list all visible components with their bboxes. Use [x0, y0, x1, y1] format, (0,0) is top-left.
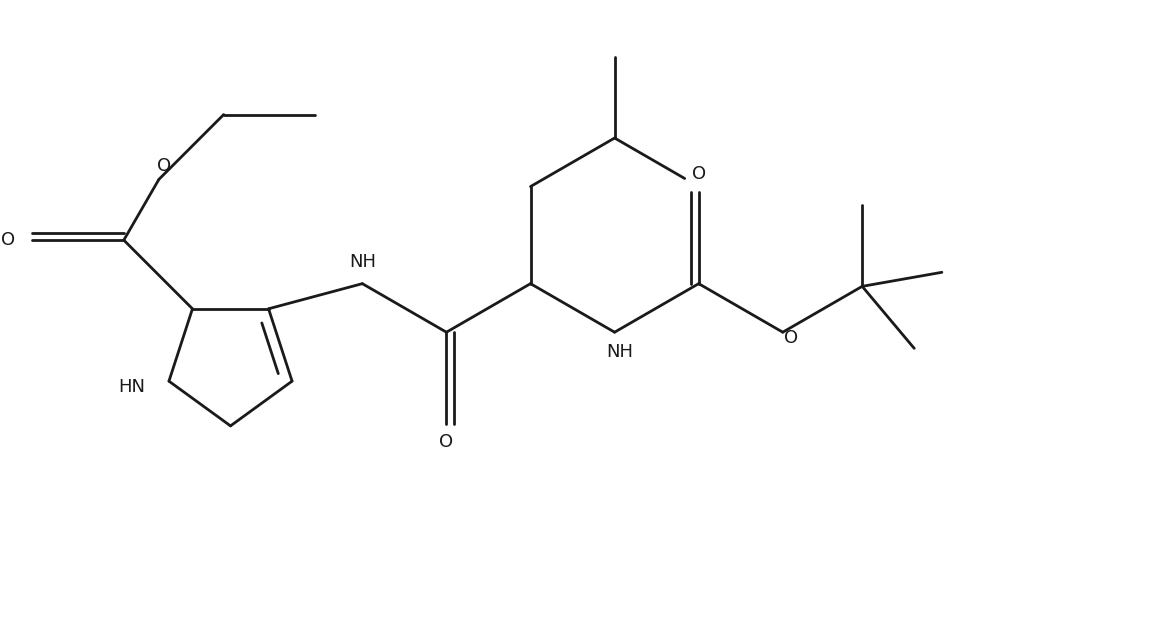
Text: O: O: [1, 231, 15, 249]
Text: NH: NH: [606, 343, 634, 361]
Text: O: O: [158, 158, 172, 176]
Text: O: O: [439, 433, 453, 452]
Text: O: O: [692, 165, 706, 183]
Text: NH: NH: [349, 253, 376, 271]
Text: O: O: [785, 329, 799, 347]
Text: HN: HN: [118, 378, 145, 396]
